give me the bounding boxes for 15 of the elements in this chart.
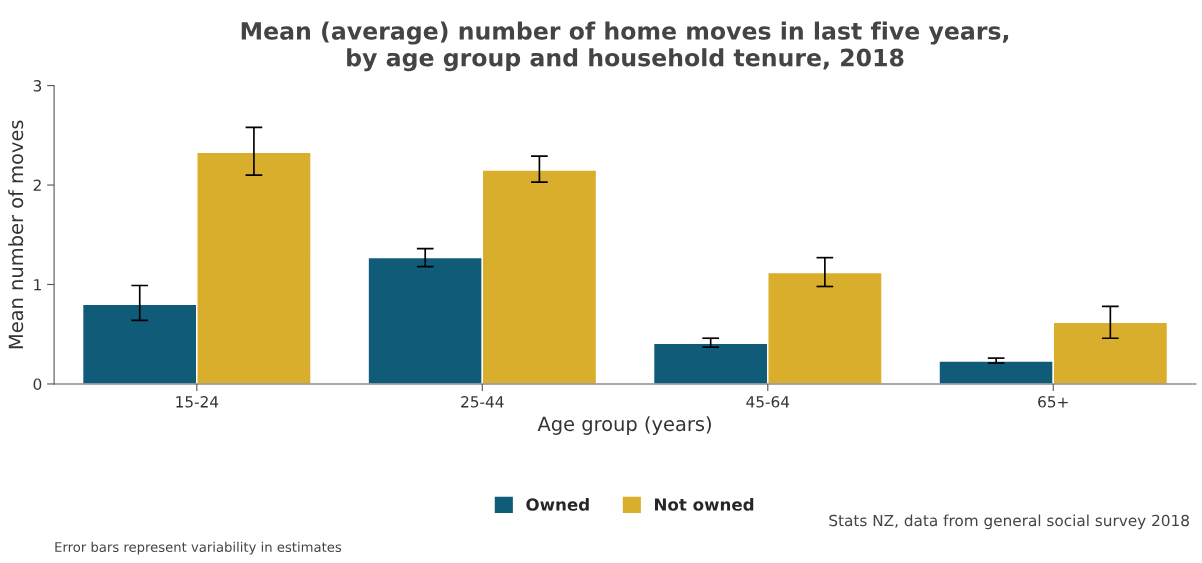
- y-tick-label: 2: [33, 179, 41, 191]
- text: Stats NZ, data from general social survey 2018: [829, 514, 1189, 530]
- text: Error bars represent variability in estimates: [55, 541, 342, 555]
- y-tick-label: 1: [34, 279, 41, 291]
- y-tick-label: 3: [33, 80, 42, 92]
- legend-label: Owned: [526, 497, 589, 511]
- x-tick-label: 25-44: [461, 396, 504, 408]
- legend-label: Not owned: [655, 497, 754, 511]
- x-tick-label: 15-24: [176, 396, 219, 408]
- y-tick-label: 0: [33, 378, 42, 390]
- x-axis-title: Age group (years): [537, 416, 711, 435]
- chart-title: Mean (average) number of home moves in last five years, by age group and household tenure, 2018: [241, 21, 1009, 72]
- x-tick-label: 45-64: [746, 396, 790, 408]
- y-axis-title: Mean number of moves: [8, 120, 24, 349]
- x-tick-label: 65+: [1038, 396, 1068, 408]
